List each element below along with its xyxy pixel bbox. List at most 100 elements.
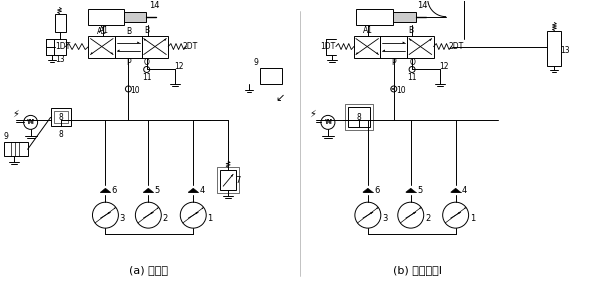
Polygon shape — [196, 212, 198, 214]
Text: 1: 1 — [208, 214, 213, 223]
Polygon shape — [391, 88, 394, 90]
Text: 1DT: 1DT — [55, 42, 71, 51]
Text: 14: 14 — [149, 1, 160, 10]
Text: 11: 11 — [407, 73, 417, 82]
Circle shape — [180, 202, 206, 228]
Polygon shape — [451, 188, 461, 192]
Polygon shape — [464, 207, 466, 209]
Text: A1: A1 — [97, 27, 107, 36]
Text: 2: 2 — [163, 214, 168, 223]
Bar — [4, 142, 28, 156]
Polygon shape — [202, 207, 203, 209]
Bar — [220, 170, 236, 190]
Polygon shape — [117, 49, 119, 51]
Polygon shape — [231, 174, 233, 177]
Bar — [354, 35, 380, 57]
Polygon shape — [363, 188, 373, 192]
Text: 6: 6 — [112, 186, 117, 195]
Bar — [345, 104, 373, 130]
Bar — [217, 167, 239, 193]
Text: 10: 10 — [131, 86, 140, 96]
Text: 3: 3 — [120, 214, 125, 223]
Text: W: W — [325, 119, 331, 125]
Text: 2: 2 — [425, 214, 430, 223]
Polygon shape — [458, 212, 461, 214]
Text: 8: 8 — [356, 113, 361, 122]
Text: 4: 4 — [200, 186, 205, 195]
Polygon shape — [110, 52, 113, 55]
Text: M: M — [28, 119, 34, 125]
Circle shape — [23, 115, 38, 129]
Polygon shape — [376, 207, 378, 209]
Bar — [142, 35, 168, 57]
Polygon shape — [157, 207, 159, 209]
Text: 13: 13 — [560, 46, 570, 55]
Polygon shape — [376, 52, 379, 55]
Bar — [55, 14, 65, 31]
Text: (a) 改进前: (a) 改进前 — [129, 265, 168, 275]
Text: 4: 4 — [462, 186, 467, 195]
Bar — [393, 11, 416, 22]
Bar — [88, 9, 124, 25]
Bar — [348, 108, 370, 127]
Bar — [124, 11, 146, 22]
Polygon shape — [429, 39, 431, 41]
Text: 10: 10 — [396, 86, 406, 96]
Text: 13: 13 — [55, 55, 64, 64]
Text: 8: 8 — [58, 113, 63, 122]
Text: 7: 7 — [235, 176, 241, 185]
Circle shape — [143, 67, 149, 72]
Bar — [88, 35, 115, 57]
Circle shape — [443, 202, 469, 228]
Text: 5: 5 — [417, 186, 422, 195]
Polygon shape — [108, 212, 110, 214]
Text: (b) 改进方案Ⅰ: (b) 改进方案Ⅰ — [393, 265, 442, 275]
Text: A1: A1 — [363, 26, 373, 35]
Text: 6: 6 — [374, 186, 380, 195]
Text: 12: 12 — [439, 62, 449, 71]
Bar — [547, 31, 562, 65]
Polygon shape — [114, 207, 116, 209]
Text: 1DT: 1DT — [320, 42, 336, 51]
Text: A1: A1 — [98, 26, 109, 35]
Bar — [53, 112, 68, 123]
Polygon shape — [188, 188, 198, 192]
Text: B: B — [144, 26, 149, 35]
Polygon shape — [100, 188, 110, 192]
Text: 14: 14 — [418, 1, 428, 10]
Text: B: B — [408, 26, 413, 35]
Polygon shape — [91, 52, 93, 55]
Polygon shape — [356, 52, 358, 55]
Text: 3: 3 — [382, 214, 388, 223]
Polygon shape — [164, 39, 166, 41]
Text: W: W — [27, 119, 34, 125]
Text: 11: 11 — [142, 73, 151, 82]
Bar — [407, 35, 434, 57]
Circle shape — [409, 67, 415, 72]
Bar — [53, 39, 65, 55]
Polygon shape — [370, 212, 373, 214]
Text: 2DT: 2DT — [448, 42, 463, 51]
Text: O: O — [144, 58, 149, 67]
Bar — [380, 35, 407, 57]
Polygon shape — [143, 39, 146, 41]
Text: 1: 1 — [470, 214, 475, 223]
Text: 12: 12 — [174, 62, 184, 71]
Text: P: P — [126, 58, 131, 67]
Text: M: M — [325, 119, 331, 125]
Text: B: B — [126, 27, 131, 36]
Text: 8: 8 — [58, 130, 63, 139]
Polygon shape — [143, 188, 154, 192]
Polygon shape — [406, 188, 416, 192]
Circle shape — [321, 115, 335, 129]
Text: ⚡: ⚡ — [310, 108, 316, 118]
Text: 2DT: 2DT — [182, 42, 198, 51]
Text: 5: 5 — [155, 186, 160, 195]
Polygon shape — [409, 39, 412, 41]
Circle shape — [136, 202, 161, 228]
Circle shape — [391, 86, 397, 92]
Circle shape — [355, 202, 381, 228]
Text: ↙: ↙ — [275, 94, 285, 104]
Bar — [115, 35, 142, 57]
Polygon shape — [413, 212, 416, 214]
